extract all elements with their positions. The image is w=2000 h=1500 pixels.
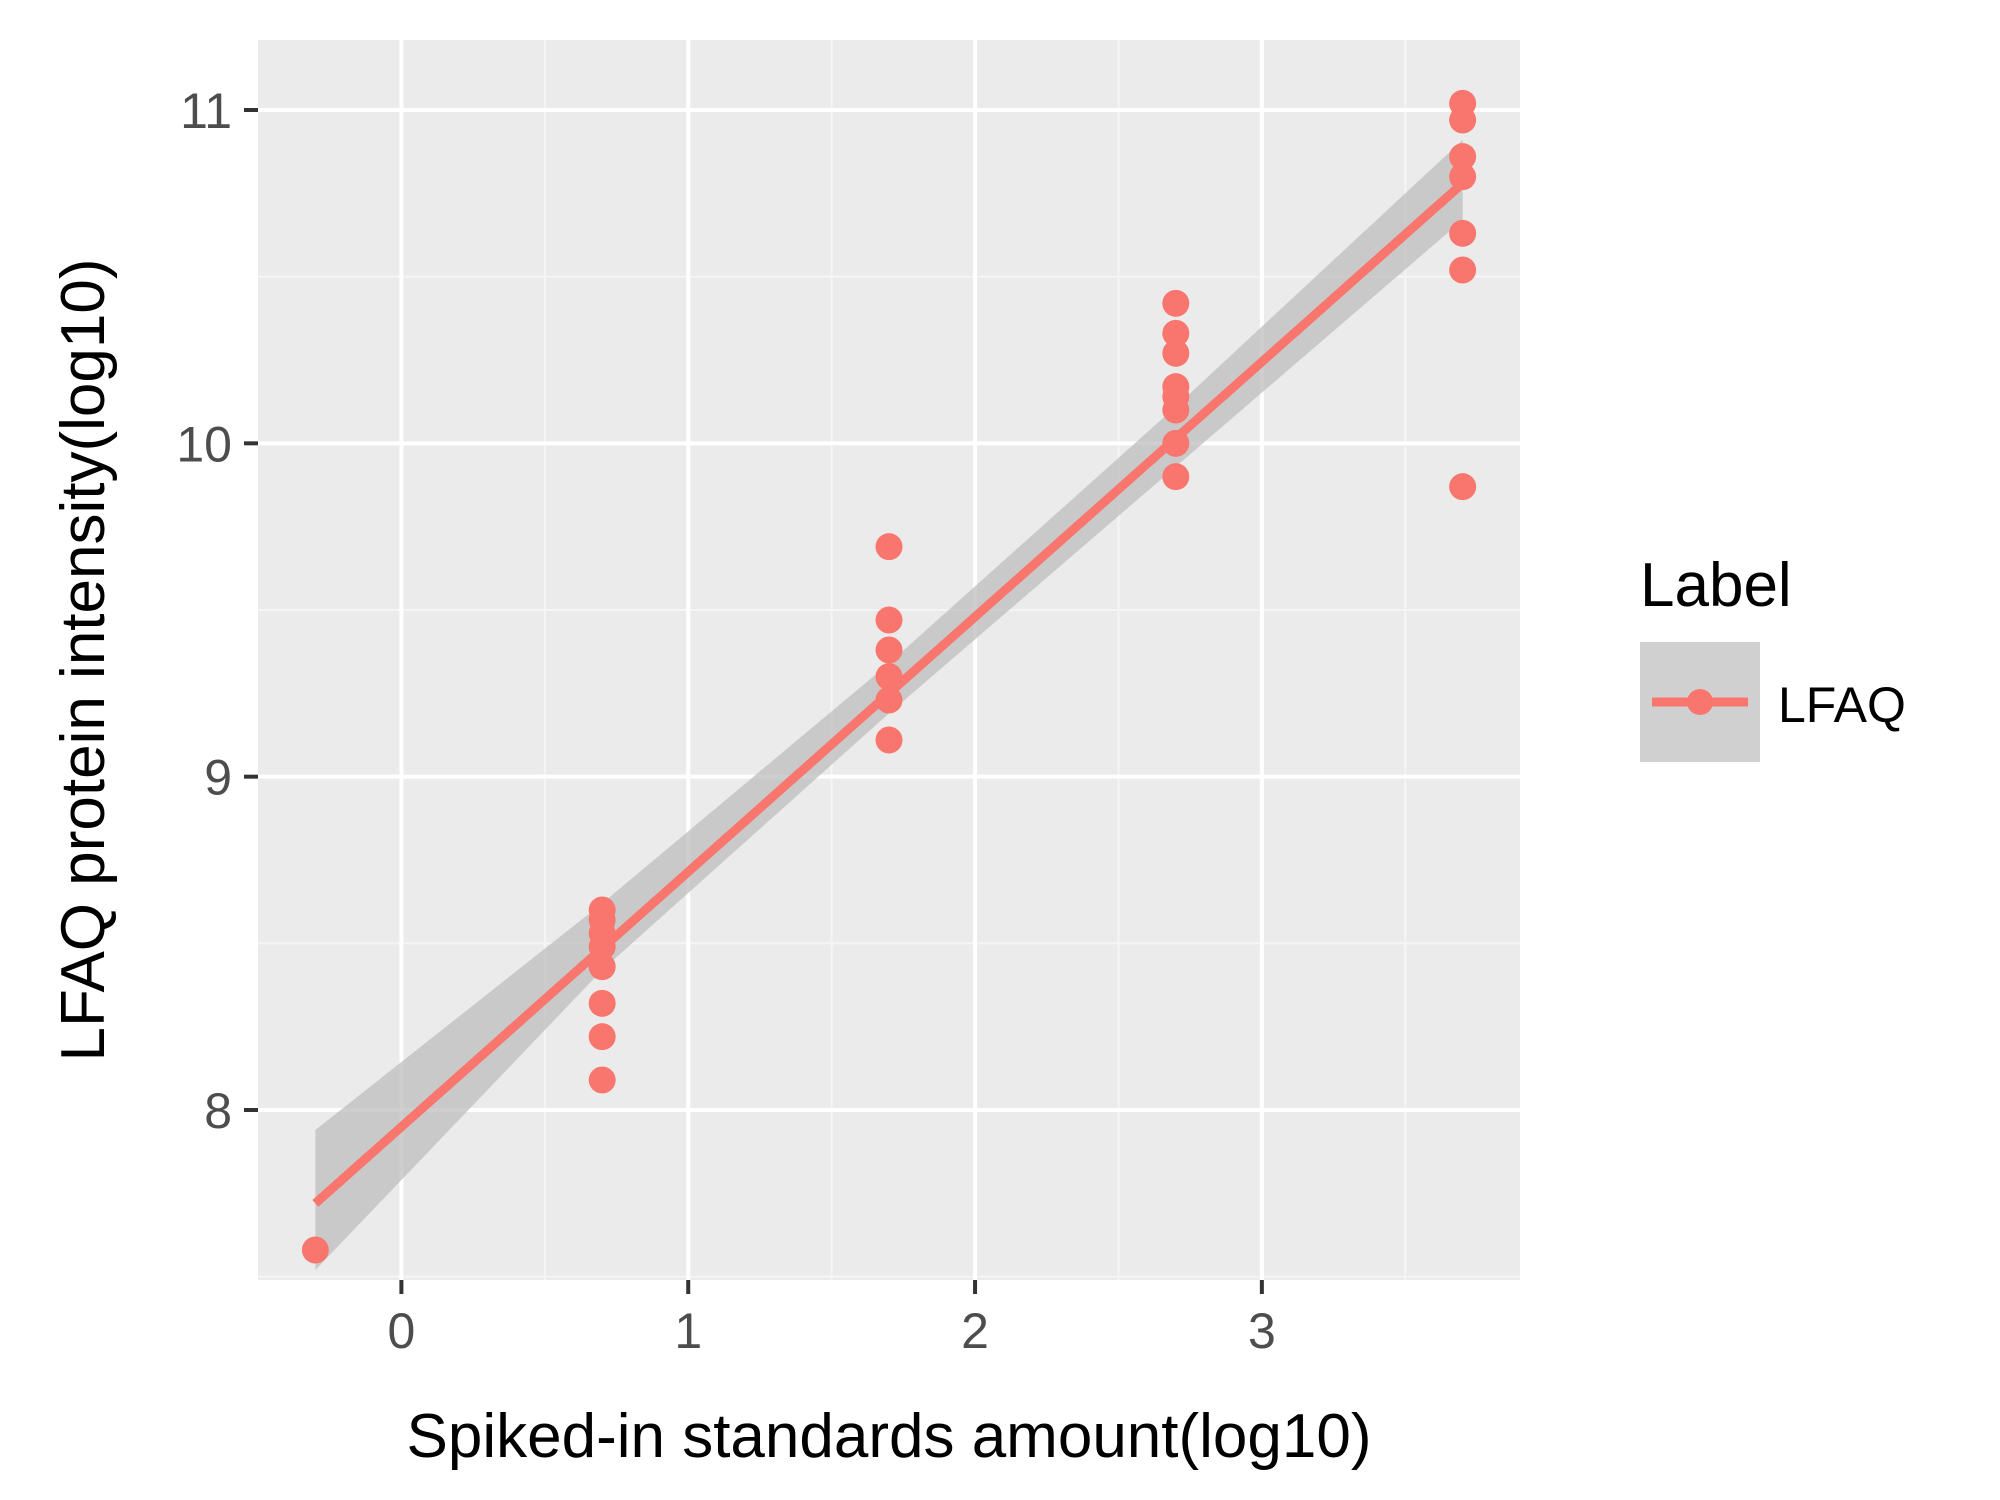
- y-tick-label: 10: [176, 416, 232, 472]
- data-point: [1162, 396, 1190, 424]
- data-point: [588, 989, 616, 1017]
- data-point: [1449, 106, 1477, 134]
- data-point: [1162, 339, 1190, 367]
- y-axis: 8 9 10 11: [176, 83, 258, 1139]
- y-tick-label: 11: [180, 83, 232, 139]
- data-point: [588, 1023, 616, 1051]
- data-point: [1162, 289, 1190, 317]
- data-point: [1449, 219, 1477, 247]
- grid-lines: [258, 40, 1520, 1280]
- data-point: [301, 1236, 329, 1264]
- points-layer: [301, 89, 1477, 1264]
- data-point: [875, 686, 903, 714]
- legend-title: Label: [1640, 551, 1792, 620]
- x-tick-label: 2: [961, 1303, 989, 1359]
- data-point: [875, 726, 903, 754]
- data-point: [1449, 473, 1477, 501]
- y-tick-label: 8: [204, 1083, 232, 1139]
- legend-entry-lfaq: LFAQ: [1778, 677, 1906, 733]
- data-point: [875, 663, 903, 691]
- legend: Label LFAQ: [1640, 551, 1906, 762]
- x-tick-label: 0: [388, 1303, 416, 1359]
- x-axis-title: Spiked-in standards amount(log10): [407, 1402, 1372, 1471]
- y-tick-label: 9: [204, 750, 232, 806]
- data-point: [875, 606, 903, 634]
- data-point: [1162, 429, 1190, 457]
- x-tick-label: 3: [1248, 1303, 1276, 1359]
- y-axis-title: LFAQ protein intensity(log10): [49, 259, 118, 1062]
- data-point: [588, 933, 616, 961]
- x-axis: 0 1 2 3: [388, 1280, 1276, 1359]
- legend-key-point: [1687, 689, 1713, 715]
- x-tick-label: 1: [674, 1303, 702, 1359]
- data-point: [588, 1066, 616, 1094]
- data-point: [1162, 319, 1190, 347]
- data-point: [875, 636, 903, 664]
- data-point: [588, 953, 616, 981]
- data-point: [875, 533, 903, 561]
- data-point: [1449, 143, 1477, 171]
- data-point: [1449, 163, 1477, 191]
- data-point: [1449, 256, 1477, 284]
- data-point: [1162, 463, 1190, 491]
